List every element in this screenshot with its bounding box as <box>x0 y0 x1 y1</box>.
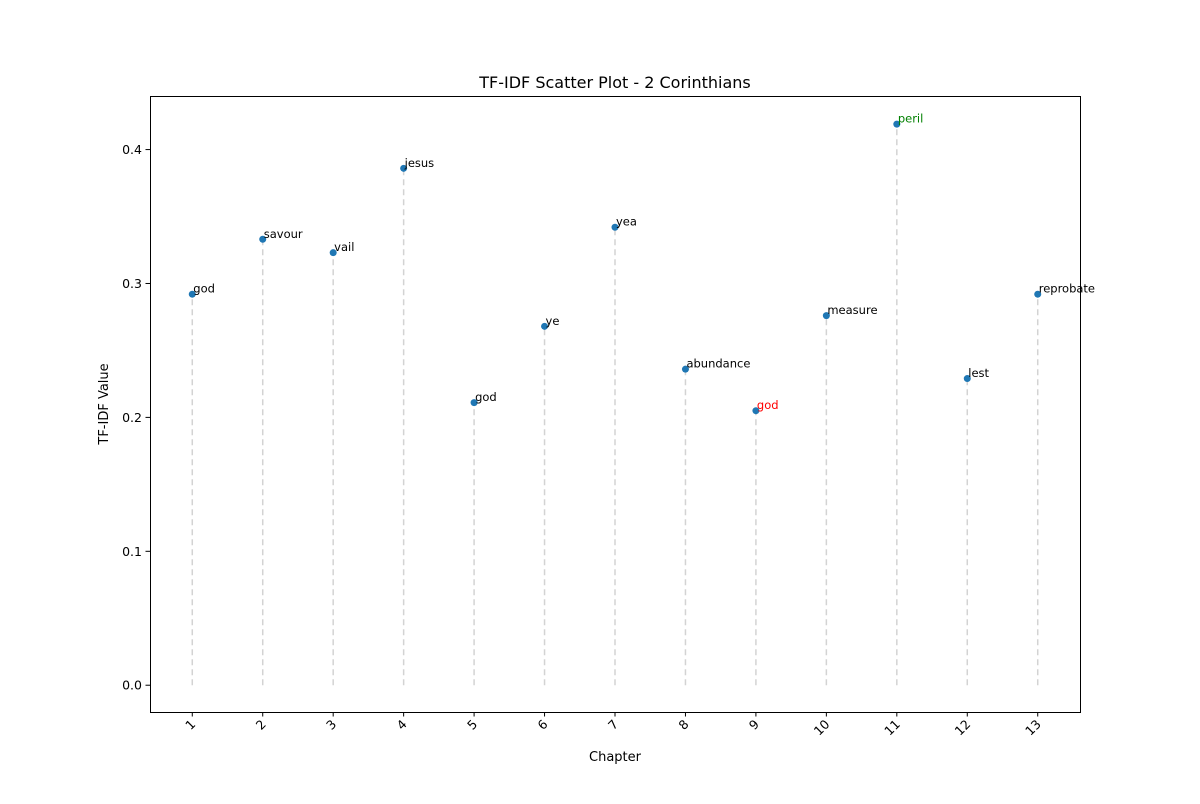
point-labels: god savour vail jesus god ye yea abundance god me… <box>193 112 1095 413</box>
point-label: lest <box>968 366 989 380</box>
y-tick-label: 0.2 <box>122 410 142 425</box>
data-point <box>963 375 971 383</box>
point-label: measure <box>827 303 877 317</box>
data-point <box>1034 290 1042 298</box>
point-label: peril <box>898 112 924 126</box>
data-points <box>188 120 1042 415</box>
x-tick-label: 9 <box>746 716 762 732</box>
data-point <box>259 235 267 243</box>
x-tick-label: 10 <box>811 716 833 738</box>
point-label: ye <box>546 314 560 328</box>
x-tick-label: 12 <box>952 717 974 739</box>
x-tick-label: 11 <box>881 717 903 739</box>
data-point <box>541 322 549 330</box>
point-label: jesus <box>404 156 435 170</box>
x-axis-label: Chapter <box>589 750 642 765</box>
point-label: god <box>757 398 779 412</box>
point-label: yea <box>616 215 637 229</box>
y-tick-label: 0.4 <box>122 142 142 157</box>
data-point <box>470 399 478 407</box>
x-axis: 1 2 3 4 5 6 7 8 9 10 11 12 13 <box>182 712 1044 738</box>
point-label: reprobate <box>1039 282 1095 296</box>
x-tick-label: 1 <box>182 717 198 733</box>
data-point <box>329 249 337 257</box>
data-point <box>188 290 196 298</box>
point-label: abundance <box>686 357 750 371</box>
y-axis-label: TF-IDF Value <box>97 363 112 445</box>
y-tick-label: 0.1 <box>122 544 142 559</box>
x-tick-label: 4 <box>394 716 410 732</box>
point-label: vail <box>334 240 354 254</box>
y-tick-label: 0.0 <box>122 678 142 693</box>
x-tick-label: 6 <box>534 716 550 732</box>
x-tick-label: 13 <box>1022 717 1044 739</box>
data-point <box>400 164 408 172</box>
point-label: god <box>475 390 497 404</box>
chart-title: TF-IDF Scatter Plot - 2 Corinthians <box>478 73 751 92</box>
y-tick-label: 0.3 <box>122 276 142 291</box>
x-tick-label: 2 <box>253 717 269 733</box>
data-point <box>822 312 830 320</box>
data-point <box>681 365 689 373</box>
x-tick-label: 7 <box>605 717 621 733</box>
x-tick-label: 8 <box>675 716 691 732</box>
data-point <box>893 120 901 128</box>
data-point <box>611 223 619 231</box>
x-tick-label: 5 <box>464 717 480 733</box>
data-point <box>752 407 760 415</box>
point-label: god <box>193 282 215 296</box>
x-tick-label: 3 <box>323 717 339 733</box>
y-axis: 0.0 0.1 0.2 0.3 0.4 <box>122 142 150 693</box>
point-label: savour <box>264 227 303 241</box>
stem-lines <box>191 124 1039 686</box>
